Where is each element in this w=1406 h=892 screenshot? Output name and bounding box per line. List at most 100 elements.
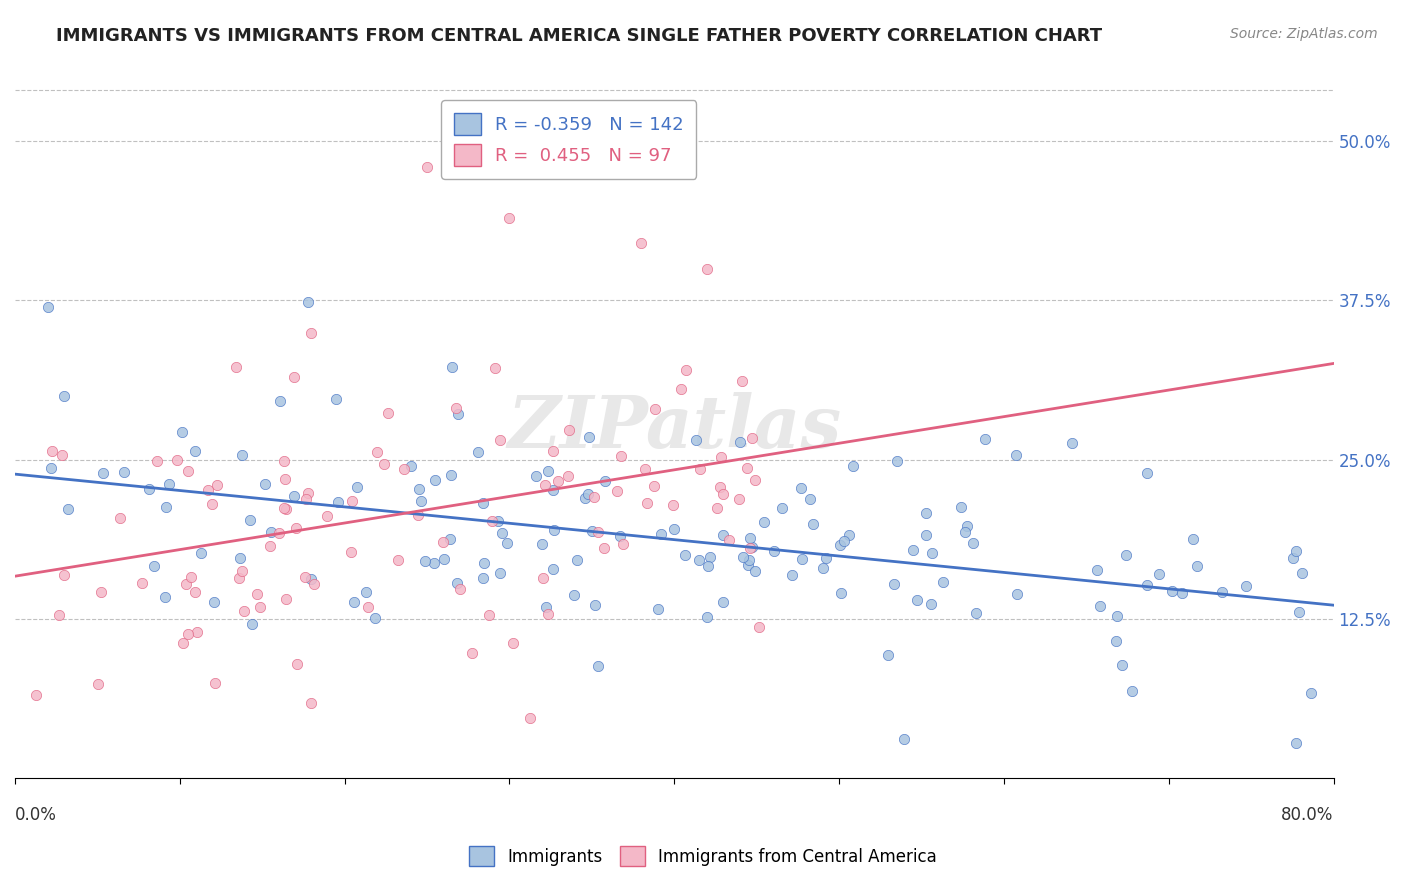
Point bbox=[433, 551, 456, 566]
Point bbox=[229, 550, 252, 565]
Point bbox=[153, 591, 176, 605]
Point bbox=[1234, 579, 1257, 593]
Text: ZIPatlas: ZIPatlas bbox=[508, 392, 841, 463]
Point bbox=[90, 585, 112, 599]
Point bbox=[1115, 548, 1137, 562]
Point bbox=[481, 514, 503, 528]
Point bbox=[364, 611, 387, 625]
Point bbox=[581, 524, 603, 539]
Point bbox=[711, 528, 734, 542]
Point bbox=[294, 570, 316, 584]
Point bbox=[733, 550, 755, 565]
Point bbox=[1105, 634, 1128, 648]
Point bbox=[488, 434, 510, 448]
Point bbox=[537, 607, 560, 621]
Point bbox=[531, 571, 554, 585]
Point bbox=[112, 465, 135, 479]
Point bbox=[190, 546, 212, 560]
Point bbox=[1285, 736, 1308, 750]
Point bbox=[399, 458, 422, 473]
Point bbox=[51, 448, 73, 462]
Point bbox=[612, 537, 634, 551]
Point bbox=[467, 444, 489, 458]
Point bbox=[408, 482, 430, 496]
Point bbox=[737, 558, 759, 573]
Point bbox=[592, 541, 614, 555]
Point bbox=[159, 477, 181, 491]
Point bbox=[1136, 578, 1159, 592]
Point bbox=[685, 433, 707, 447]
Point bbox=[472, 557, 495, 571]
Point bbox=[325, 392, 347, 407]
Point bbox=[301, 572, 323, 586]
Point bbox=[202, 595, 225, 609]
Point bbox=[799, 492, 821, 507]
Point bbox=[582, 490, 605, 504]
Point bbox=[172, 425, 194, 440]
Point bbox=[274, 591, 297, 606]
Point bbox=[274, 472, 297, 486]
Point bbox=[1060, 435, 1083, 450]
Point bbox=[269, 393, 291, 408]
Point bbox=[893, 732, 915, 747]
Point bbox=[177, 627, 200, 641]
Point bbox=[239, 513, 262, 527]
Point bbox=[472, 571, 495, 585]
Point bbox=[197, 483, 219, 497]
Point bbox=[1088, 599, 1111, 614]
Point bbox=[634, 461, 657, 475]
Point bbox=[200, 497, 222, 511]
Point bbox=[973, 432, 995, 446]
Point bbox=[586, 525, 609, 540]
Point bbox=[392, 462, 415, 476]
Point bbox=[543, 444, 565, 458]
Point bbox=[302, 576, 325, 591]
Point bbox=[184, 584, 207, 599]
Point bbox=[558, 423, 581, 437]
Point bbox=[228, 572, 250, 586]
Point bbox=[744, 473, 766, 487]
Point bbox=[354, 584, 377, 599]
Point bbox=[593, 474, 616, 488]
Point bbox=[180, 570, 202, 584]
Point bbox=[461, 646, 484, 660]
Point bbox=[1121, 684, 1143, 698]
Point bbox=[748, 620, 770, 634]
Point bbox=[661, 498, 683, 512]
Point bbox=[741, 540, 763, 554]
Point bbox=[478, 608, 501, 623]
Point bbox=[741, 431, 763, 445]
Point bbox=[245, 587, 267, 601]
Point bbox=[269, 525, 291, 540]
Point bbox=[728, 435, 751, 450]
Point bbox=[387, 553, 409, 567]
Point bbox=[343, 595, 366, 609]
Point bbox=[423, 473, 446, 487]
Point bbox=[828, 538, 851, 552]
Point bbox=[955, 784, 977, 798]
Text: Source: ZipAtlas.com: Source: ZipAtlas.com bbox=[1230, 27, 1378, 41]
Point bbox=[449, 582, 471, 596]
Point bbox=[413, 554, 436, 568]
Point bbox=[543, 523, 565, 537]
Point bbox=[524, 469, 547, 483]
Point bbox=[486, 514, 509, 528]
Point bbox=[249, 600, 271, 615]
Point bbox=[727, 491, 749, 506]
Point bbox=[813, 560, 835, 574]
Point bbox=[87, 677, 110, 691]
Point bbox=[792, 551, 814, 566]
Point bbox=[664, 522, 686, 536]
Point bbox=[232, 604, 254, 618]
Point bbox=[1301, 686, 1323, 700]
Point bbox=[1085, 563, 1108, 577]
Point bbox=[636, 496, 658, 510]
Point bbox=[643, 479, 665, 493]
Point bbox=[901, 543, 924, 558]
Point bbox=[647, 602, 669, 616]
Point bbox=[444, 401, 467, 415]
Point bbox=[921, 546, 943, 560]
Point bbox=[183, 444, 205, 458]
Point bbox=[534, 599, 557, 614]
Point bbox=[780, 568, 803, 582]
